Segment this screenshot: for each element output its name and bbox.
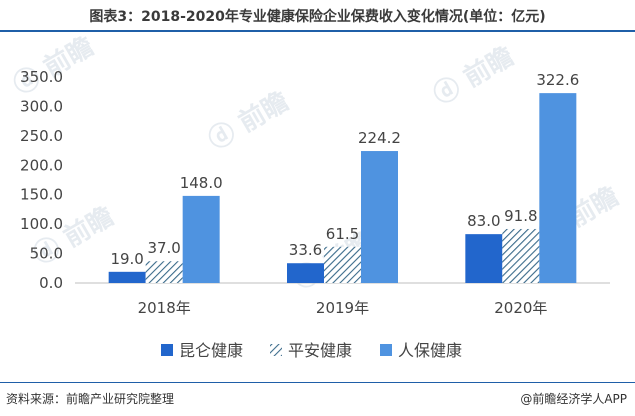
- y-tick-label: 150.0: [20, 186, 63, 204]
- x-category-label: 2018年: [138, 299, 191, 317]
- bar-2: [502, 228, 540, 283]
- x-category-label: 2020年: [494, 299, 547, 317]
- bar-3: [182, 195, 220, 283]
- data-label: 91.8: [504, 207, 537, 225]
- bar-1: [465, 234, 503, 283]
- data-label: 33.6: [289, 241, 322, 259]
- bar-1: [287, 263, 324, 283]
- legend-label: 平安健康: [288, 341, 352, 360]
- watermark: ⓓ 前瞻: [8, 31, 99, 101]
- legend-swatch-2: [270, 344, 282, 356]
- y-tick-label: 300.0: [20, 97, 63, 115]
- data-label: 19.0: [110, 250, 143, 268]
- y-tick-label: 100.0: [20, 215, 63, 233]
- data-label: 37.0: [147, 239, 180, 257]
- y-tick-label: 250.0: [20, 127, 63, 145]
- data-label: 61.5: [326, 225, 359, 243]
- x-category-label: 2019年: [316, 299, 369, 317]
- data-label: 224.2: [358, 129, 401, 147]
- bar-1: [108, 271, 146, 283]
- y-tick-label: 200.0: [20, 156, 63, 174]
- bar-2: [324, 246, 361, 283]
- data-label: 148.0: [180, 174, 223, 192]
- data-label: 322.6: [536, 71, 579, 89]
- legend-swatch-3: [380, 344, 392, 356]
- data-label: 83.0: [467, 212, 500, 230]
- watermark: ⓓ 前瞻: [203, 86, 294, 156]
- watermark: ⓓ 前瞻: [428, 41, 519, 111]
- legend-label: 人保健康: [398, 341, 462, 360]
- brand-note: @前瞻经济学人APP: [520, 392, 627, 406]
- legend-swatch-1: [161, 344, 173, 356]
- y-tick-label: 50.0: [30, 245, 63, 263]
- bar-2: [145, 261, 183, 283]
- bar-3: [539, 93, 577, 283]
- chart-title: 图表3：2018-2020年专业健康保险企业保费收入变化情况(单位：亿元): [89, 9, 546, 25]
- footer-divider: [0, 382, 635, 383]
- bar-3: [361, 151, 398, 283]
- legend-label: 昆仑健康: [179, 341, 243, 360]
- bar-chart: ⓓ 前瞻 ⓓ 前瞻 ⓓ 前瞻 ⓓ 前瞻 ⓓ 前瞻 ⓓ 前瞻 0.050.0100…: [8, 31, 624, 360]
- y-tick-label: 350.0: [20, 68, 63, 86]
- y-tick-label: 0.0: [39, 274, 63, 292]
- source-note: 资料来源：前瞻产业研究院整理: [6, 392, 175, 406]
- title-divider: [0, 30, 635, 32]
